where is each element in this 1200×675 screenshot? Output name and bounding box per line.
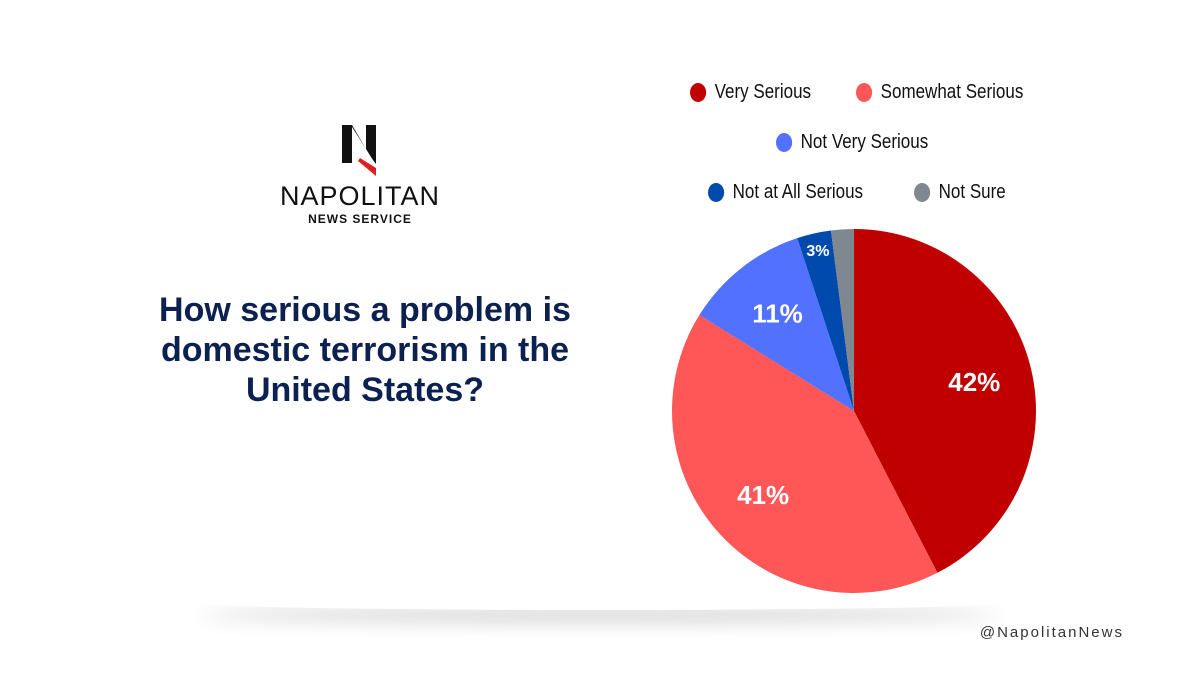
pie-data-label: 41% <box>737 480 789 510</box>
legend-row-1: Very Serious Somewhat Serious <box>690 81 1053 104</box>
pie-slice <box>797 230 854 411</box>
pie-slice <box>830 229 854 411</box>
legend-swatch <box>776 133 793 152</box>
social-handle: @NapolitanNews <box>979 624 1124 641</box>
legend-swatch <box>914 183 931 202</box>
legend-row-2: Not Very Serious <box>776 131 955 154</box>
legend-item: Not Sure <box>914 181 1006 204</box>
pie-data-label: 3% <box>806 243 829 260</box>
chart-title: How serious a problem is domestic terror… <box>159 291 571 409</box>
pie-slice <box>699 238 854 411</box>
logo: NAPOLITAN NEWS SERVICE <box>270 125 450 226</box>
legend-label: Very Serious <box>714 81 812 103</box>
pie-data-label: 11% <box>752 299 803 329</box>
legend-row-3: Not at All Serious Not Sure <box>708 181 1022 204</box>
legend-swatch <box>856 83 873 102</box>
legend-item: Somewhat Serious <box>856 81 1024 104</box>
legend-label: Not at All Serious <box>732 181 864 203</box>
logo-subtitle: NEWS SERVICE <box>308 212 412 226</box>
legend-label: Not Very Serious <box>800 131 929 153</box>
pie-data-label: 42% <box>948 367 1000 397</box>
legend-label: Somewhat Serious <box>881 81 1024 103</box>
pie-slice <box>672 315 938 594</box>
legend-label: Not Sure <box>939 181 1007 203</box>
legend-swatch <box>708 183 725 202</box>
legend-item: Not Very Serious <box>776 131 928 154</box>
legend-item: Not at All Serious <box>708 181 863 204</box>
legend-swatch <box>690 83 707 102</box>
logo-n-icon <box>342 125 376 176</box>
logo-wordmark: NAPOLITAN <box>279 181 441 211</box>
pie-slice <box>854 229 1037 573</box>
legend-item: Very Serious <box>690 81 811 104</box>
